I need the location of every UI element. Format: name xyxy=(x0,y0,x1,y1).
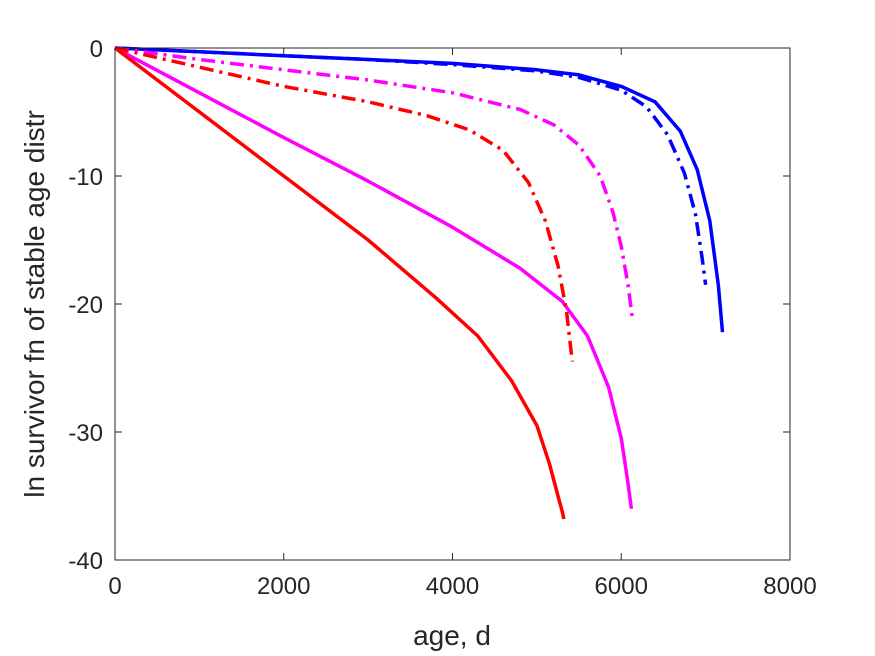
series-layer xyxy=(113,46,725,520)
labels-layer: 0 2000 4000 6000 8000 0 -10 -20 -30 -40 xyxy=(68,36,816,600)
x-axis-label: age, d xyxy=(413,620,491,651)
ticks-layer xyxy=(114,47,791,561)
y-tick-label: -30 xyxy=(68,420,103,447)
y-tick-label: -20 xyxy=(68,292,103,319)
y-tick-label: -10 xyxy=(68,164,103,191)
series-line-6 xyxy=(113,46,566,520)
series-line-2 xyxy=(114,46,708,286)
y-axis-label: ln survivor fn of stable age distr xyxy=(19,110,50,498)
y-tick-label: 0 xyxy=(90,36,103,63)
x-tick-label: 4000 xyxy=(426,573,479,600)
x-tick-label: 2000 xyxy=(257,573,310,600)
x-tick-label: 6000 xyxy=(595,573,648,600)
y-tick-label: -40 xyxy=(68,548,103,575)
series-line-4 xyxy=(114,46,634,510)
x-tick-label: 0 xyxy=(108,573,121,600)
series-line-5 xyxy=(114,46,575,362)
x-tick-label: 8000 xyxy=(763,573,816,600)
series-line-3 xyxy=(114,46,634,318)
